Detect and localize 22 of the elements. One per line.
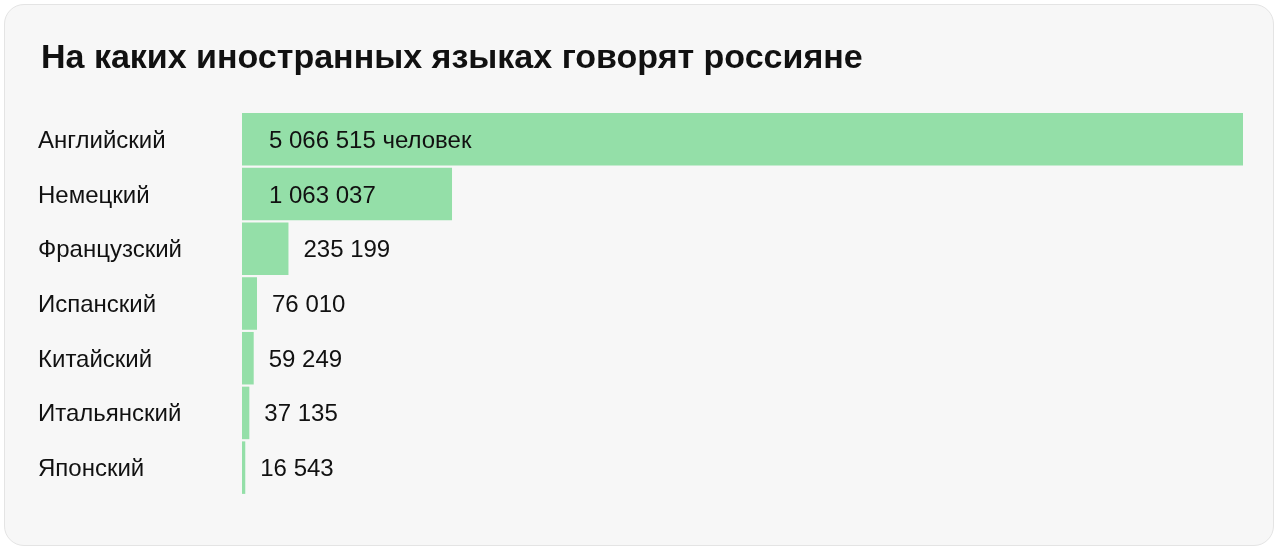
data-label: 5 066 515 человек (269, 125, 472, 153)
data-label: 1 063 037 (269, 180, 376, 208)
bar (242, 222, 289, 276)
y-tick-label: Французский (38, 235, 182, 263)
data-label: 76 010 (272, 290, 346, 317)
data-label: 37 135 (264, 399, 338, 427)
y-tick-label: Японский (38, 454, 145, 482)
data-label: 59 249 (268, 344, 343, 372)
chart-title: На каких иностранных языках говорят россияне (41, 37, 863, 75)
bar (242, 386, 250, 440)
bar (242, 331, 254, 385)
bar (242, 167, 453, 221)
data-label: 16 543 (260, 454, 334, 482)
y-tick-label: Испанский (38, 290, 157, 317)
bar (242, 113, 1243, 166)
y-tick-label: Китайский (38, 344, 153, 372)
y-tick-label: Итальянский (38, 399, 182, 427)
y-tick-label: Немецкий (38, 180, 150, 208)
y-tick-label: Английский (38, 125, 166, 153)
bar (242, 441, 246, 494)
bar (242, 277, 258, 330)
data-label: 235 199 (303, 235, 391, 263)
